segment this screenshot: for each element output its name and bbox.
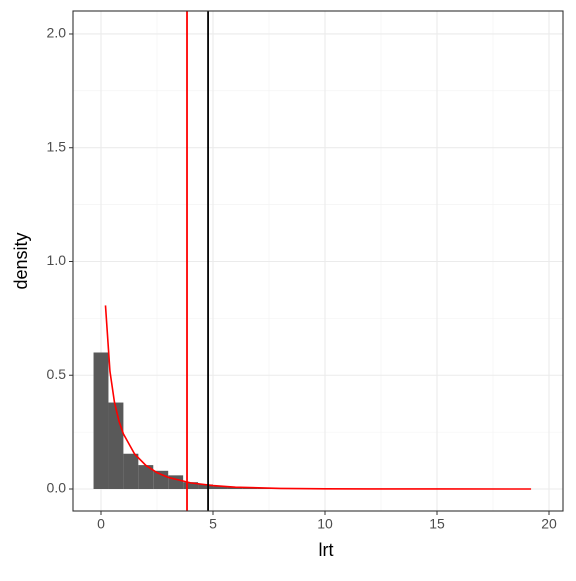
y-axis-title: density [11, 232, 31, 289]
bar [123, 454, 138, 489]
y-tick-label: 1.5 [47, 138, 67, 154]
y-tick-label: 0.5 [47, 366, 67, 382]
x-axis-title: lrt [319, 540, 334, 560]
x-tick-label: 20 [541, 516, 557, 532]
y-tick-label: 2.0 [47, 25, 67, 41]
y-tick-label: 0.0 [47, 480, 67, 496]
bar [108, 403, 123, 489]
x-tick-label: 10 [317, 516, 333, 532]
bar [94, 352, 109, 489]
y-tick-label: 1.0 [47, 252, 67, 268]
x-tick-label: 15 [429, 516, 445, 532]
x-tick-label: 5 [209, 516, 217, 532]
x-tick-label: 0 [97, 516, 105, 532]
